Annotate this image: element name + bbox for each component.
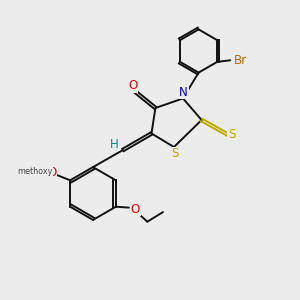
Text: O: O bbox=[131, 202, 140, 216]
Text: S: S bbox=[171, 147, 178, 161]
Text: N: N bbox=[179, 86, 188, 99]
Text: S: S bbox=[228, 128, 235, 142]
Text: H: H bbox=[110, 137, 119, 151]
Text: O: O bbox=[128, 79, 137, 92]
Text: O: O bbox=[47, 166, 56, 179]
Text: methoxy: methoxy bbox=[17, 167, 52, 176]
Text: Br: Br bbox=[234, 54, 247, 67]
